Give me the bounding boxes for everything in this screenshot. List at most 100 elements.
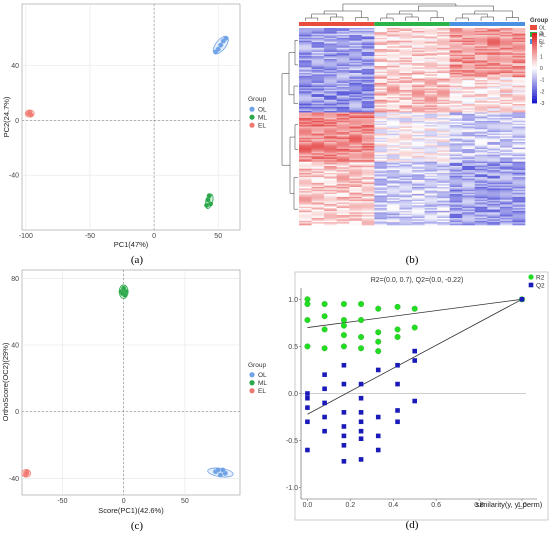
heatmap-cell bbox=[336, 185, 350, 188]
heatmap-cell bbox=[311, 161, 325, 164]
heatmap-cell bbox=[449, 147, 463, 150]
heatmap-cell bbox=[499, 80, 513, 82]
heatmap-cell bbox=[374, 32, 388, 34]
heatmap-cell bbox=[399, 146, 413, 148]
heatmap-cell bbox=[424, 73, 438, 75]
heatmap-cell bbox=[474, 35, 488, 37]
heatmap-cell bbox=[386, 96, 400, 99]
heatmap-cell bbox=[324, 89, 337, 92]
heatmap-cell bbox=[499, 137, 513, 140]
heatmap-cell bbox=[374, 168, 388, 171]
heatmap-cell bbox=[449, 60, 463, 63]
heatmap-cell bbox=[437, 191, 450, 193]
heatmap-cell bbox=[374, 222, 388, 224]
heatmap-cell bbox=[361, 108, 375, 110]
heatmap-cell bbox=[512, 149, 526, 151]
heatmap-cell bbox=[424, 87, 438, 89]
point-el bbox=[24, 470, 30, 476]
heatmap-cell bbox=[374, 134, 388, 137]
heatmap-cell bbox=[412, 149, 425, 151]
heatmap-cell bbox=[299, 89, 312, 92]
heatmap-cell bbox=[361, 215, 375, 217]
heatmap-cell bbox=[424, 46, 438, 48]
heatmap-cell bbox=[311, 70, 325, 72]
point-q2 bbox=[322, 414, 327, 420]
heatmap-cell bbox=[462, 133, 476, 136]
heatmap-cell bbox=[324, 73, 337, 75]
heatmap-cell bbox=[324, 201, 337, 203]
heatmap-cell bbox=[311, 30, 325, 33]
heatmap-cell bbox=[299, 116, 312, 119]
heatmap-cell bbox=[462, 141, 476, 144]
heatmap-cell bbox=[512, 68, 526, 71]
heatmap-cell bbox=[349, 184, 363, 186]
heatmap-cell bbox=[336, 219, 350, 222]
dendrogram-branch bbox=[293, 177, 298, 210]
heatmap-cell bbox=[336, 49, 350, 51]
heatmap-cell bbox=[386, 133, 400, 136]
heatmap-cell bbox=[311, 35, 325, 37]
color-scale-step bbox=[532, 47, 537, 50]
heatmap-cell bbox=[487, 113, 501, 116]
heatmap-cell bbox=[424, 187, 438, 189]
heatmap-cell bbox=[462, 125, 476, 127]
heatmap-cell bbox=[462, 177, 476, 179]
heatmap-cell bbox=[386, 36, 400, 39]
heatmap-cell bbox=[424, 161, 438, 164]
heatmap-cell bbox=[399, 58, 413, 61]
dendrogram-branch bbox=[330, 16, 344, 21]
heatmap-cell bbox=[412, 106, 425, 109]
heatmap-cell bbox=[487, 71, 501, 74]
heatmap-cell bbox=[336, 164, 350, 167]
heatmap-cell bbox=[349, 101, 363, 103]
heatmap-cell bbox=[499, 96, 513, 99]
heatmap-cell bbox=[449, 99, 463, 102]
heatmap-cell bbox=[412, 88, 425, 91]
heatmap-cell bbox=[437, 42, 450, 44]
heatmap-cell bbox=[462, 77, 476, 79]
heatmap-cell bbox=[412, 99, 425, 102]
heatmap-cell bbox=[349, 199, 363, 202]
heatmap-cell bbox=[399, 177, 413, 179]
heatmap-cell bbox=[474, 109, 488, 112]
heatmap-cell bbox=[474, 123, 488, 126]
heatmap-cell bbox=[424, 147, 438, 150]
heatmap-cell bbox=[324, 28, 337, 30]
heatmap-cell bbox=[487, 36, 501, 39]
heatmap-cell bbox=[474, 132, 488, 134]
heatmap-cell bbox=[399, 53, 413, 56]
heatmap-cell bbox=[349, 99, 363, 102]
heatmap-cell bbox=[499, 198, 513, 200]
heatmap-cell bbox=[299, 163, 312, 165]
heatmap-cell bbox=[311, 50, 325, 53]
heatmap-cell bbox=[399, 118, 413, 120]
heatmap-cell bbox=[336, 106, 350, 109]
heatmap-cell bbox=[311, 32, 325, 34]
heatmap-cell bbox=[487, 158, 501, 161]
heatmap-cell bbox=[386, 111, 400, 113]
heatmap-cell bbox=[399, 150, 413, 153]
heatmap-cell bbox=[349, 172, 363, 175]
heatmap-cell bbox=[386, 163, 400, 165]
heatmap-cell bbox=[487, 164, 501, 167]
heatmap-cell bbox=[462, 163, 476, 165]
heatmap-cell bbox=[449, 154, 463, 157]
heatmap-cell bbox=[499, 84, 513, 86]
heatmap-cell bbox=[299, 187, 312, 189]
heatmap-cell bbox=[374, 106, 388, 109]
heatmap-cell bbox=[361, 164, 375, 167]
heatmap-cell bbox=[386, 30, 400, 33]
heatmap-cell bbox=[386, 74, 400, 77]
color-scale-step bbox=[532, 93, 537, 97]
heatmap-cell bbox=[512, 84, 526, 86]
heatmap-cell bbox=[361, 202, 375, 205]
heatmap-cell bbox=[424, 101, 438, 103]
heatmap-cell bbox=[487, 105, 501, 108]
heatmap-cell bbox=[361, 60, 375, 63]
heatmap-cell bbox=[299, 149, 312, 151]
heatmap-cell bbox=[311, 151, 325, 154]
heatmap-cell bbox=[349, 192, 363, 195]
heatmap-cell bbox=[324, 81, 337, 84]
heatmap-cell bbox=[462, 71, 476, 74]
heatmap-cell bbox=[437, 220, 450, 223]
